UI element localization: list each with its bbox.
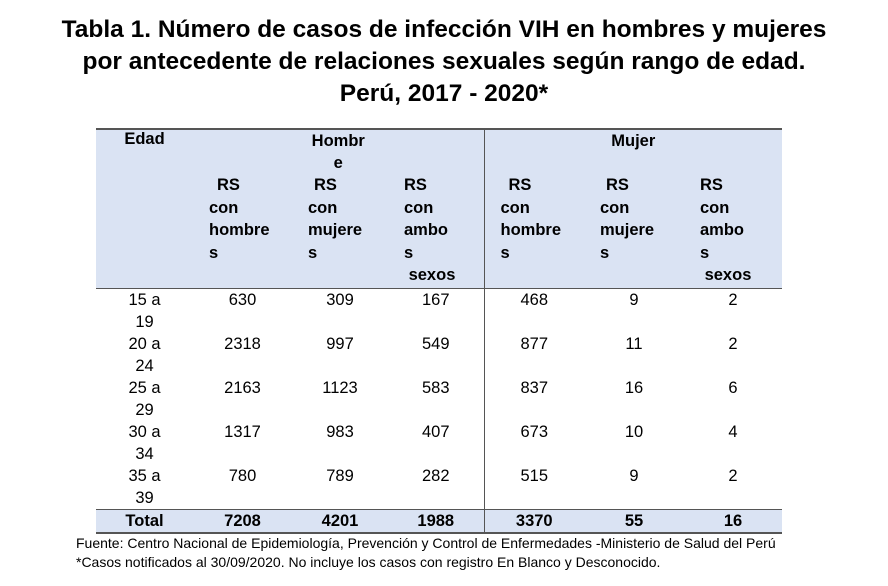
value-cell: 309 [326, 291, 354, 309]
value-cell: 2 [728, 467, 738, 485]
table-row: 15 a 19 630 309 167 468 9 2 [96, 288, 782, 333]
value-cell: 9 [629, 291, 639, 309]
value-cell: 877 [483, 333, 584, 377]
total-label: Total [96, 509, 193, 534]
value-cell: 468 [483, 288, 584, 333]
value-cell: 837 [483, 377, 584, 421]
title-line-3: Perú, 2017 - 2020* [339, 80, 549, 107]
source-note: Fuente: Centro Nacional de Epidemiología… [76, 535, 776, 551]
group-header-mujer: Mujer [483, 128, 783, 174]
age-range: 30 a 34 [128, 423, 161, 463]
value-cell: 11 [625, 335, 643, 353]
total-value: 16 [684, 509, 783, 534]
value-cell: 2318 [224, 335, 261, 353]
value-cell: 2 [728, 335, 738, 353]
total-value: 3370 [483, 509, 584, 534]
total-value: 4201 [292, 509, 388, 534]
value-cell: 997 [326, 335, 354, 353]
age-range: 20 a 24 [128, 335, 161, 375]
age-range: 15 a 19 [128, 291, 161, 331]
value-cell: 407 [421, 423, 450, 441]
title-line-2: por antecedente de relaciones sexuales s… [82, 48, 806, 75]
table-notes: Fuente: Centro Nacional de Epidemiología… [76, 534, 776, 572]
value-cell: 4 [728, 423, 738, 441]
subheader-m-mujeres: RS con mujere s [584, 174, 684, 289]
table-title: Tabla 1. Número de casos de infección VI… [0, 14, 888, 110]
value-cell: 6 [728, 379, 738, 397]
value-cell: 10 [624, 423, 644, 441]
value-cell: 780 [228, 467, 257, 485]
subheader-h-hombres: RS con hombre s [193, 174, 292, 289]
subheader-m-ambos: RS con ambo s sexos [684, 174, 783, 289]
total-value: 55 [584, 509, 684, 534]
value-cell: 16 [624, 379, 644, 397]
value-cell: 983 [326, 423, 354, 441]
value-cell: 515 [483, 465, 584, 510]
age-range: 25 a 29 [128, 379, 161, 419]
hiv-cases-table: Edad Hombr e Mujer RS con hombre s RS con muj… [96, 128, 783, 534]
table-row: 35 a 39 780 789 282 515 9 2 [96, 465, 782, 510]
total-row: Total 7208 4201 1988 3370 55 16 [96, 509, 783, 534]
value-cell: 167 [421, 291, 450, 309]
value-cell: 9 [629, 467, 639, 485]
group-header-hombre: Hombr e [193, 128, 484, 174]
value-cell: 1123 [322, 379, 358, 397]
table-row: 20 a 24 2318 997 549 877 11 2 [96, 333, 782, 377]
footnote: *Casos notificados al 30/09/2020. No inc… [76, 554, 661, 570]
value-cell: 583 [421, 379, 450, 397]
title-line-1: Tabla 1. Número de casos de infección VI… [61, 16, 827, 43]
value-cell: 549 [421, 335, 450, 353]
value-cell: 2 [728, 291, 738, 309]
value-cell: 789 [326, 467, 354, 485]
total-value: 7208 [193, 509, 292, 534]
table-row: 30 a 34 1317 983 407 673 10 4 [96, 421, 782, 465]
subheader-h-mujeres: RS con mujere s [292, 174, 388, 289]
table-row: 25 a 29 2163 1123 583 837 16 6 [96, 377, 782, 421]
value-cell: 673 [483, 421, 584, 465]
age-range: 35 a 39 [128, 467, 161, 507]
value-cell: 2163 [224, 379, 261, 397]
subheader-m-hombres: RS con hombre s [483, 174, 584, 289]
value-cell: 1317 [224, 423, 261, 441]
subheader-h-ambos: RS con ambo s sexos [388, 174, 484, 289]
edad-header: Edad [96, 128, 193, 289]
value-cell: 630 [228, 291, 257, 309]
total-value: 1988 [388, 509, 484, 534]
value-cell: 282 [421, 467, 450, 485]
